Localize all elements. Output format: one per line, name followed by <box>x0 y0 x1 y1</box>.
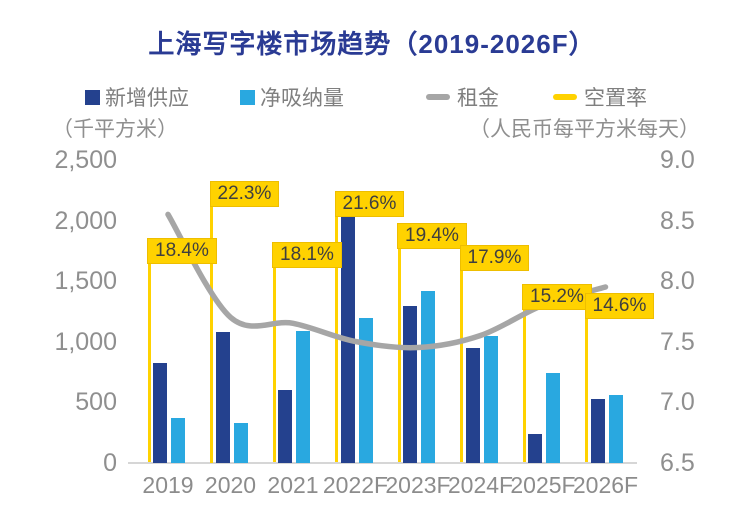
vacancy-marker-line <box>147 263 151 463</box>
vacancy-marker-line <box>585 318 588 463</box>
x-axis-label-2019: 2019 <box>142 472 194 498</box>
x-axis-label-2022F: 2022F <box>322 472 389 498</box>
y-axis-tick-right: 7.0 <box>660 388 695 416</box>
y-axis-tick-right: 9.0 <box>660 146 695 174</box>
chart-title: 上海写字楼市场趋势（2019-2026F） <box>148 29 596 59</box>
x-axis-label-2021: 2021 <box>267 472 319 498</box>
vacancy-marker-line <box>272 267 276 463</box>
bar-new-supply-2026F <box>590 398 605 463</box>
x-axis-line <box>128 461 637 464</box>
bar-net-absorption-2025F <box>546 373 560 463</box>
x-axis-label-2023F: 2023F <box>385 472 451 498</box>
y-axis-tick-left: 1,500 <box>54 267 117 295</box>
x-axis-label-2026F: 2026F <box>572 472 639 498</box>
y-axis-tick-left: 0 <box>103 448 117 477</box>
vacancy-label-2019: 18.4% <box>147 237 217 264</box>
bar-new-supply-2025F <box>528 433 542 463</box>
x-axis-label-2020: 2020 <box>204 472 257 498</box>
rent-line <box>165 211 609 351</box>
bar-net-absorption-2023F <box>421 291 435 463</box>
vacancy-label-2025F: 15.2% <box>522 283 592 310</box>
vacancy-label-2021: 18.1% <box>272 241 342 268</box>
bar-new-supply-2022F <box>340 193 355 463</box>
vacancy-marker-line <box>397 249 401 463</box>
vacancy-label-2020: 22.3% <box>209 181 280 207</box>
bar-new-supply-2021 <box>278 390 292 463</box>
y-axis-tick-left: 2,500 <box>54 146 117 174</box>
bar-net-absorption-2024F <box>483 335 498 463</box>
bar-net-absorption-2026F <box>608 395 623 463</box>
vacancy-marker-line <box>460 270 463 463</box>
vacancy-label-2026F: 14.6% <box>584 292 655 319</box>
legend-item-rent: 租金 <box>426 86 499 110</box>
y-axis-tick-right: 8.5 <box>660 206 695 235</box>
legend-item-net-absorption: 净吸纳量 <box>240 86 344 110</box>
y-axis-tick-left: 500 <box>75 388 117 416</box>
bar-net-absorption-2021 <box>296 331 310 463</box>
legend-label-new-supply: 新增供应 <box>105 87 189 110</box>
legend-label-net-absorption: 净吸纳量 <box>260 87 344 110</box>
y-axis-tick-right: 6.5 <box>660 448 695 477</box>
new-supply-swatch-icon <box>85 89 100 105</box>
net-absorption-swatch-icon <box>240 89 255 105</box>
legend-item-vacancy: 空置率 <box>553 86 647 110</box>
bar-new-supply-2024F <box>465 348 480 463</box>
vacancy-label-2024F: 17.9% <box>459 244 530 271</box>
x-axis-label-2025F: 2025F <box>510 472 576 498</box>
right-axis-unit: （人民币每平方米每天） <box>469 118 700 141</box>
vacancy-label-2022F: 21.6% <box>334 191 405 218</box>
bar-new-supply-2020 <box>215 332 230 463</box>
vacancy-marker-line <box>522 309 526 463</box>
vacancy-label-2023F: 19.4% <box>397 223 467 250</box>
vacancy-swatch-icon <box>553 94 577 100</box>
bar-new-supply-2019 <box>153 362 167 463</box>
bar-net-absorption-2019 <box>171 418 185 463</box>
bar-net-absorption-2020 <box>233 423 248 463</box>
y-axis-tick-right: 7.5 <box>660 327 695 356</box>
bar-net-absorption-2022F <box>358 317 373 463</box>
rent-swatch-icon <box>426 94 450 100</box>
legend-label-vacancy: 空置率 <box>584 87 647 110</box>
legend-label-rent: 租金 <box>457 87 499 110</box>
left-axis-unit: （千平方米） <box>52 118 178 141</box>
bar-new-supply-2023F <box>403 305 417 463</box>
y-axis-tick-left: 1,000 <box>54 327 117 356</box>
y-axis-tick-left: 2,000 <box>54 206 117 235</box>
y-axis-tick-right: 8.0 <box>660 267 695 295</box>
legend-item-new-supply: 新增供应 <box>85 86 189 110</box>
x-axis-label-2024F: 2024F <box>447 472 514 498</box>
